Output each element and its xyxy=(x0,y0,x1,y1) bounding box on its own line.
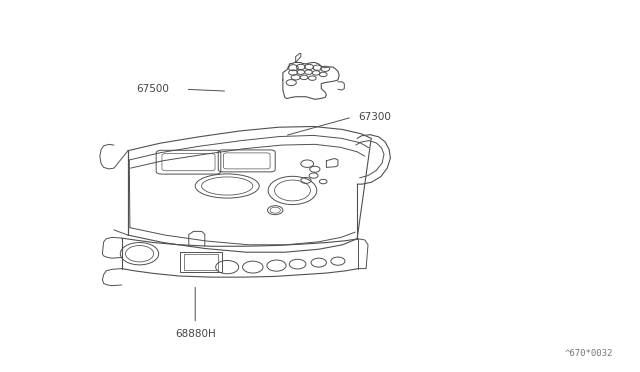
Text: 67500: 67500 xyxy=(137,84,170,94)
Bar xyxy=(184,254,218,270)
Text: ^670*0032: ^670*0032 xyxy=(564,349,613,358)
Text: 67300: 67300 xyxy=(358,112,391,122)
Text: 68880H: 68880H xyxy=(175,329,216,339)
Bar xyxy=(180,252,222,272)
